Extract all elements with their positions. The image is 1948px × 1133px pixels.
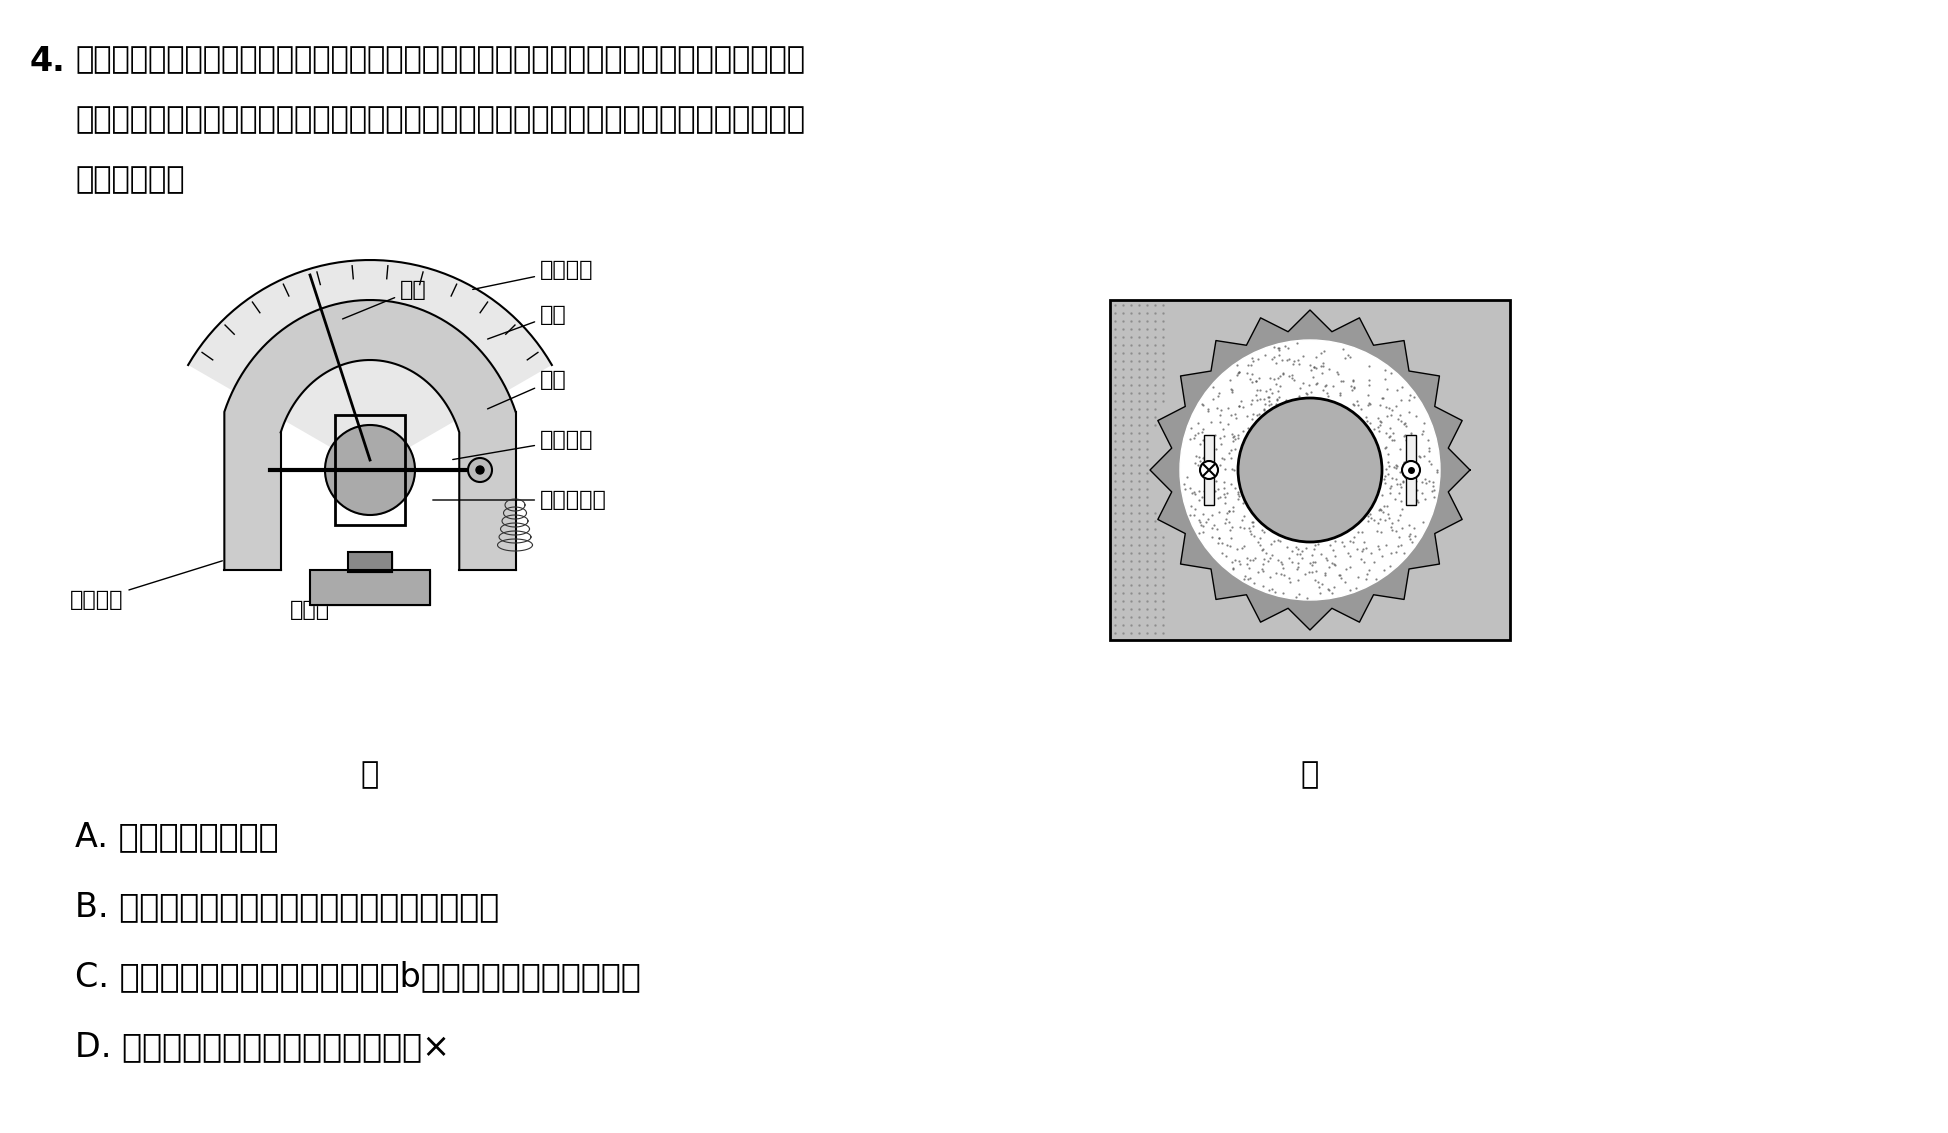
Bar: [349, 552, 392, 572]
Text: 圆柱形铁芯: 圆柱形铁芯: [432, 489, 608, 510]
Polygon shape: [224, 300, 516, 570]
Text: 可动线圈: 可动线圈: [452, 431, 594, 460]
Text: 甲: 甲: [360, 760, 380, 789]
Polygon shape: [1149, 310, 1471, 630]
Text: D. 线圈转动时所受安培力的方向不变×: D. 线圈转动时所受安培力的方向不变×: [76, 1030, 450, 1063]
Bar: [1204, 435, 1214, 505]
Text: A. 该磁场是匀强磁场: A. 该磁场是匀强磁场: [76, 820, 279, 853]
Bar: [310, 570, 431, 605]
Bar: [310, 570, 431, 605]
Text: 极掌: 极掌: [487, 305, 567, 339]
Circle shape: [325, 425, 415, 516]
Text: B. 线圈转动时，螺旋弹簧被扭动阻碍线圈转动: B. 线圈转动时，螺旋弹簧被扭动阻碍线圈转动: [76, 891, 499, 923]
Circle shape: [475, 466, 483, 474]
Text: 永久磁铁: 永久磁铁: [473, 259, 594, 289]
Polygon shape: [189, 261, 551, 455]
Text: 说法正确的是: 说法正确的是: [76, 165, 185, 194]
Bar: [349, 552, 392, 572]
Circle shape: [1403, 461, 1420, 479]
Text: 半轴: 半轴: [487, 370, 567, 409]
Circle shape: [1200, 461, 1218, 479]
Text: 指针: 指针: [343, 280, 427, 320]
Circle shape: [1180, 340, 1440, 600]
Text: 弱的电流，蹄形磁铁和铁芯间的磁场如图乙所示。若线圈中通以如图乙所示的电流，则下列: 弱的电流，蹄形磁铁和铁芯间的磁场如图乙所示。若线圈中通以如图乙所示的电流，则下列: [76, 105, 805, 134]
Text: 螺旋弹簧: 螺旋弹簧: [70, 561, 222, 610]
Text: 平衡锤: 平衡锤: [290, 562, 368, 620]
Circle shape: [1239, 398, 1381, 542]
Bar: [335, 415, 405, 525]
Text: 乙: 乙: [1301, 760, 1319, 789]
Bar: [1406, 435, 1416, 505]
Text: C. 当线圈转到图乙所示的位置时，b端受到的安培力方向向上: C. 当线圈转到图乙所示的位置时，b端受到的安培力方向向上: [76, 960, 641, 993]
Bar: [1406, 435, 1416, 505]
Bar: [1110, 300, 1510, 640]
Text: 如图甲所示为磁电式电流表的结构示意图，磁电式电流表的优点是灵敏度很高，可以测出很: 如图甲所示为磁电式电流表的结构示意图，磁电式电流表的优点是灵敏度很高，可以测出很: [76, 45, 805, 74]
Bar: [1110, 300, 1510, 640]
Bar: [1204, 435, 1214, 505]
Text: 4.: 4.: [29, 45, 66, 78]
Circle shape: [468, 458, 493, 482]
